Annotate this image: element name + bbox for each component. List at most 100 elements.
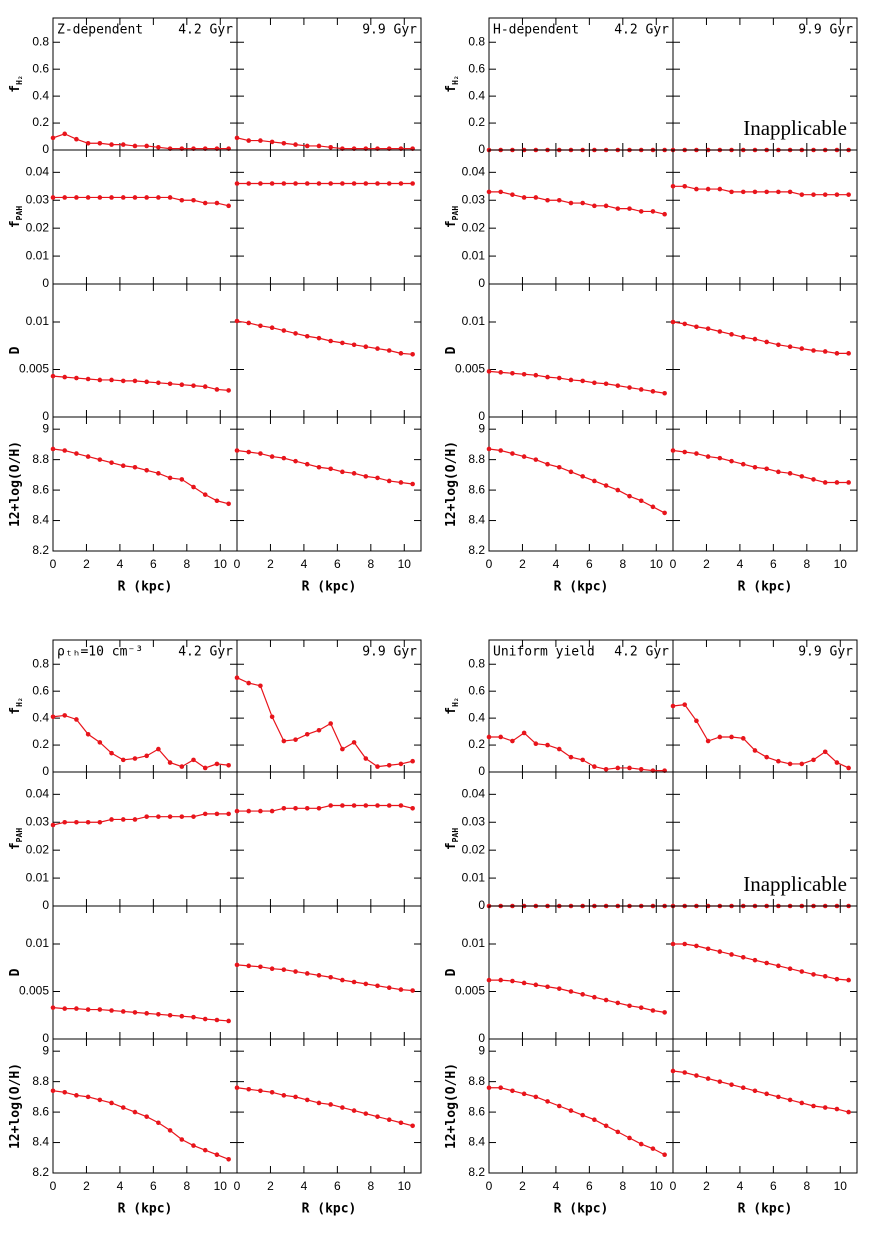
profile-point (179, 1137, 185, 1142)
profile-point (328, 1102, 333, 1107)
profile-point (109, 195, 114, 200)
profile-point (226, 388, 231, 393)
x-tick-label: 10 (650, 557, 664, 571)
profile-point (109, 377, 114, 383)
profile-point (603, 203, 609, 209)
profile-point (226, 1156, 231, 1162)
y-axis-label-main: 12+log(O/H) (444, 441, 459, 527)
profile-point (62, 195, 68, 200)
profile-point (811, 348, 816, 353)
profile-point (533, 1094, 539, 1100)
profile-point (375, 803, 380, 808)
y-tick-label: 9 (478, 1043, 485, 1057)
profile-point (533, 457, 539, 462)
x-axis-label: R (kpc) (118, 1202, 173, 1217)
profile-point (568, 377, 574, 383)
profile-point (398, 1120, 404, 1126)
profile-point (521, 730, 527, 736)
profile-point (717, 949, 723, 954)
profile-point (545, 1099, 550, 1104)
x-tick-label: 0 (234, 1179, 241, 1193)
profile-point (717, 734, 723, 740)
profile-point (120, 142, 126, 147)
profile-point (109, 817, 114, 822)
panel-frame (488, 639, 674, 773)
profile-point (799, 1100, 805, 1106)
y-tick-label: 0.01 (26, 248, 50, 262)
profile-point (510, 371, 515, 376)
profile-point (363, 344, 369, 350)
y-tick-label: 0.8 (468, 34, 485, 48)
profile-point (74, 1093, 79, 1098)
y-tick-label: 0.03 (26, 814, 50, 828)
profile-point (498, 370, 504, 375)
y-axis-label: fPAH (444, 828, 460, 850)
panel-frame (488, 17, 674, 151)
y-tick-label: 0.01 (26, 314, 50, 328)
y-tick-label: 0.4 (32, 88, 49, 102)
profile-line (488, 370, 665, 394)
y-tick-label: 0.005 (19, 984, 49, 998)
y-tick-label: 0.6 (468, 683, 485, 697)
profile-point (304, 333, 310, 339)
profile-point (234, 181, 240, 186)
profile-point (293, 331, 298, 336)
y-tick-label: 0 (478, 142, 485, 156)
profile-line (236, 677, 413, 768)
profile-point (340, 340, 345, 346)
profile-line (53, 196, 229, 207)
profile-point (729, 1082, 734, 1087)
x-tick-label: 4 (553, 557, 560, 571)
profile-point (603, 483, 609, 488)
profile-point (246, 449, 252, 455)
y-tick-label: 0.005 (19, 362, 49, 376)
profile-point (226, 203, 231, 209)
y-tick-label: 0.6 (468, 61, 485, 75)
profile-point (132, 1109, 138, 1115)
x-tick-label: 0 (50, 1179, 57, 1193)
profile-point (109, 460, 114, 465)
profile-line (52, 714, 229, 769)
profile-point (179, 197, 185, 203)
profile-point (97, 457, 103, 462)
y-tick-label: 0.02 (462, 220, 486, 234)
profile-point (752, 464, 758, 470)
profile-point (97, 1007, 103, 1012)
profile-line (236, 1087, 413, 1127)
profile-point (132, 756, 138, 761)
profile-point (603, 1123, 609, 1129)
y-axis-label: 12+log(O/H) (8, 441, 23, 527)
panel-frame (672, 905, 858, 1040)
profile-point (375, 764, 380, 769)
y-axis-label-main: f (8, 842, 23, 850)
y-tick-label: 0.03 (462, 814, 486, 828)
profile-point (269, 181, 275, 186)
profile-point (363, 181, 369, 186)
x-tick-label: 2 (703, 1179, 710, 1193)
profile-point (328, 145, 333, 150)
profile-point (328, 338, 333, 344)
x-axis-label: R (kpc) (554, 1202, 609, 1217)
profile-point (167, 1128, 173, 1133)
panel-frame (672, 639, 858, 773)
x-tick-label: 10 (214, 557, 228, 571)
profile-point (156, 746, 161, 752)
profile-point (97, 819, 103, 825)
y-axis-label-sub: PAH (451, 828, 460, 843)
profile-point (156, 145, 161, 150)
profile-point (202, 1147, 208, 1153)
profile-point (740, 189, 746, 195)
profile-point (293, 1094, 298, 1100)
panel-frame (52, 416, 238, 552)
profile-point (234, 675, 240, 681)
profile-line (52, 1090, 229, 1160)
panel-frame (52, 283, 238, 418)
panel-frame (488, 1038, 674, 1174)
profile-point (246, 181, 252, 186)
x-tick-label: 0 (670, 557, 677, 571)
profile-point (592, 203, 597, 209)
y-tick-label: 9 (42, 1043, 49, 1057)
y-tick-label: 0.04 (26, 787, 50, 801)
profile-point (269, 139, 275, 145)
